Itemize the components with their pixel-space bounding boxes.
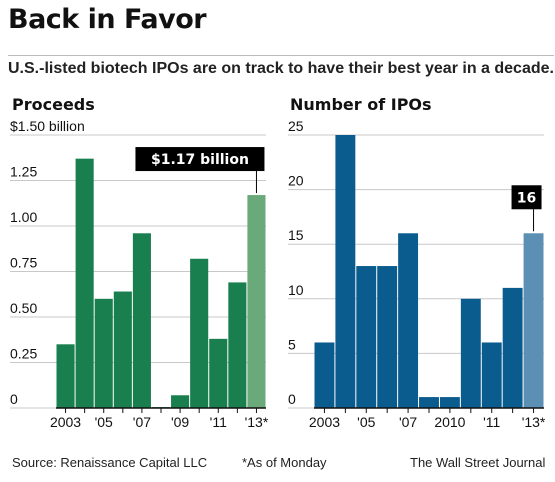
ipo-bar (419, 397, 439, 408)
ipo-bar (502, 287, 523, 408)
proceeds-bar (56, 344, 75, 408)
ipo-y-tick-label: 15 (288, 227, 304, 243)
proceeds-panel-title: Proceeds (12, 95, 95, 114)
ipo-x-tick-label: 2003 (309, 414, 340, 430)
ipo-x-tick-label: 2010 (434, 414, 465, 430)
ipo-bar (398, 233, 419, 408)
proceeds-x-tick-label: '05 (95, 414, 113, 430)
wsj-credit: The Wall Street Journal (410, 455, 546, 470)
proceeds-x-tick-label: '07 (133, 414, 151, 430)
proceeds-bar (171, 395, 190, 408)
proceeds-y-tick-label: 0 (10, 391, 18, 407)
proceeds-bar (132, 233, 151, 408)
ipo-x-tick-label: '13* (522, 414, 546, 430)
proceeds-callout-box (135, 147, 265, 172)
proceeds-bar (228, 282, 247, 408)
proceeds-bar (75, 158, 94, 408)
ipo-y-tick-label: 0 (288, 391, 296, 407)
ipo-bar (335, 135, 356, 408)
ipo-bar (523, 233, 544, 408)
proceeds-callout-label: $1.17 billion (151, 152, 249, 168)
ipo-callout-box (511, 185, 542, 210)
ipo-x-tick-label: '11 (483, 414, 500, 430)
proceeds-y-tick-label: 0.25 (10, 346, 37, 362)
ipo-x-tick-label: '07 (399, 414, 417, 430)
chart-title: Back in Favor (8, 4, 207, 35)
ipo-callout-label: 16 (517, 190, 536, 206)
asof-note: *As of Monday (242, 455, 327, 470)
ipo-bar (377, 266, 398, 408)
proceeds-bar (94, 298, 113, 408)
proceeds-y-tick-label: $1.50 billion (10, 118, 85, 134)
source-note: Source: Renaissance Capital LLC (12, 455, 208, 470)
proceeds-y-tick-label: 1.25 (10, 164, 37, 180)
proceeds-y-tick-label: 0.50 (10, 300, 37, 316)
ipo-y-tick-label: 20 (288, 173, 304, 189)
proceeds-x-tick-label: '09 (171, 414, 189, 430)
chart-subtitle: U.S.-listed biotech IPOs are on track to… (8, 55, 554, 77)
proceeds-y-tick-label: 1.00 (10, 209, 37, 225)
proceeds-bar (190, 258, 209, 408)
ipo-y-tick-label: 5 (288, 336, 296, 352)
ipo-bar (356, 266, 377, 408)
ipo-bar (314, 342, 335, 408)
ipo-bar (481, 342, 502, 408)
proceeds-x-tick-label: '13* (245, 414, 269, 430)
ipo-bar (439, 397, 460, 408)
proceeds-bar (113, 291, 132, 408)
ipo-panel-title: Number of IPOs (290, 95, 432, 114)
ipo-x-tick-label: '05 (357, 414, 375, 430)
proceeds-y-tick-label: 0.75 (10, 255, 37, 271)
ipo-bar (460, 298, 481, 408)
ipo-y-tick-label: 25 (288, 118, 304, 134)
proceeds-bar (209, 338, 228, 408)
proceeds-x-tick-label: 2003 (50, 414, 81, 430)
ipo-y-tick-label: 10 (288, 282, 304, 298)
proceeds-bar (247, 195, 266, 408)
proceeds-x-tick-label: '11 (210, 414, 227, 430)
